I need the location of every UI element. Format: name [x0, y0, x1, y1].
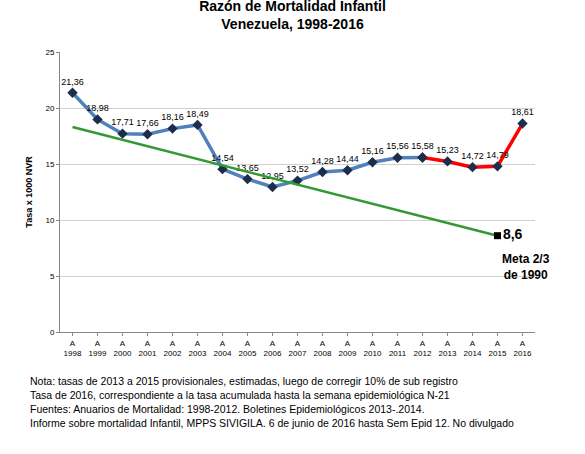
html-text:Nota: tasas de 2013 a 2015 pro: Nota: tasas de 2013 a 2015 provisionales…	[30, 375, 458, 387]
svg-text:A2016: A2016	[514, 339, 532, 358]
svg-text:15,16: 15,16	[361, 146, 384, 156]
svg-text:A2012: A2012	[414, 339, 432, 358]
svg-text:15,23: 15,23	[436, 145, 459, 155]
svg-text:14,72: 14,72	[461, 151, 484, 161]
svg-text:8,6: 8,6	[503, 226, 523, 242]
svg-text:13,65: 13,65	[236, 163, 259, 173]
svg-text:10: 10	[45, 216, 54, 225]
svg-text:14,79: 14,79	[486, 150, 509, 160]
svg-text:A2013: A2013	[439, 339, 457, 358]
svg-text:A2014: A2014	[464, 339, 482, 358]
svg-text:18,61: 18,61	[511, 107, 534, 117]
svg-text:A2001: A2001	[139, 339, 157, 358]
svg-text:14,28: 14,28	[311, 156, 334, 166]
svg-text:18,98: 18,98	[86, 103, 109, 113]
svg-text:A1998: A1998	[64, 339, 82, 358]
svg-text:A2008: A2008	[314, 339, 332, 358]
svg-text:13,52: 13,52	[286, 164, 309, 174]
svg-text:Tasa x 1000 NVR: Tasa x 1000 NVR	[24, 156, 34, 228]
svg-text:A1999: A1999	[89, 339, 107, 358]
html-text:Fuentes: Anuarios de Mortalida: Fuentes: Anuarios de Mortalidad: 1998-20…	[30, 403, 425, 415]
svg-text:18,49: 18,49	[186, 109, 209, 119]
svg-text:15: 15	[45, 160, 54, 169]
svg-text:A2011: A2011	[389, 339, 407, 358]
svg-text:A2015: A2015	[489, 339, 507, 358]
svg-text:A2004: A2004	[214, 339, 232, 358]
svg-text:A2006: A2006	[264, 339, 282, 358]
svg-text:5: 5	[50, 272, 55, 281]
svg-text:12,95: 12,95	[261, 171, 284, 181]
svg-text:A2009: A2009	[339, 339, 357, 358]
svg-text:A2000: A2000	[114, 339, 132, 358]
svg-text:Razón de Mortalidad InfantilVe: Razón de Mortalidad InfantilVenezuela, 1…	[199, 0, 386, 32]
svg-text:21,36: 21,36	[61, 77, 84, 87]
svg-text:14,54: 14,54	[211, 153, 234, 163]
svg-text:25: 25	[45, 48, 54, 57]
svg-text:17,71: 17,71	[111, 117, 134, 127]
svg-text:15,58: 15,58	[411, 141, 434, 151]
svg-text:20: 20	[45, 104, 54, 113]
html-text:Informe sobre mortalidad Infan: Informe sobre mortalidad Infantil, MPPS …	[30, 417, 514, 429]
svg-text:A2010: A2010	[364, 339, 382, 358]
svg-text:A2007: A2007	[289, 339, 307, 358]
svg-text:Meta 2/3de 1990: Meta 2/3de 1990	[502, 252, 550, 282]
svg-text:14,44: 14,44	[336, 154, 359, 164]
svg-text:18,16: 18,16	[161, 112, 184, 122]
svg-text:A2003: A2003	[189, 339, 207, 358]
html-text:Tasa de 2016, correspondiente: Tasa de 2016, correspondiente a la tasa …	[30, 389, 450, 401]
svg-text:17,66: 17,66	[136, 118, 159, 128]
svg-text:15,56: 15,56	[386, 141, 409, 151]
svg-text:A2005: A2005	[239, 339, 257, 358]
svg-text:A2002: A2002	[164, 339, 182, 358]
svg-text:0: 0	[50, 328, 55, 337]
